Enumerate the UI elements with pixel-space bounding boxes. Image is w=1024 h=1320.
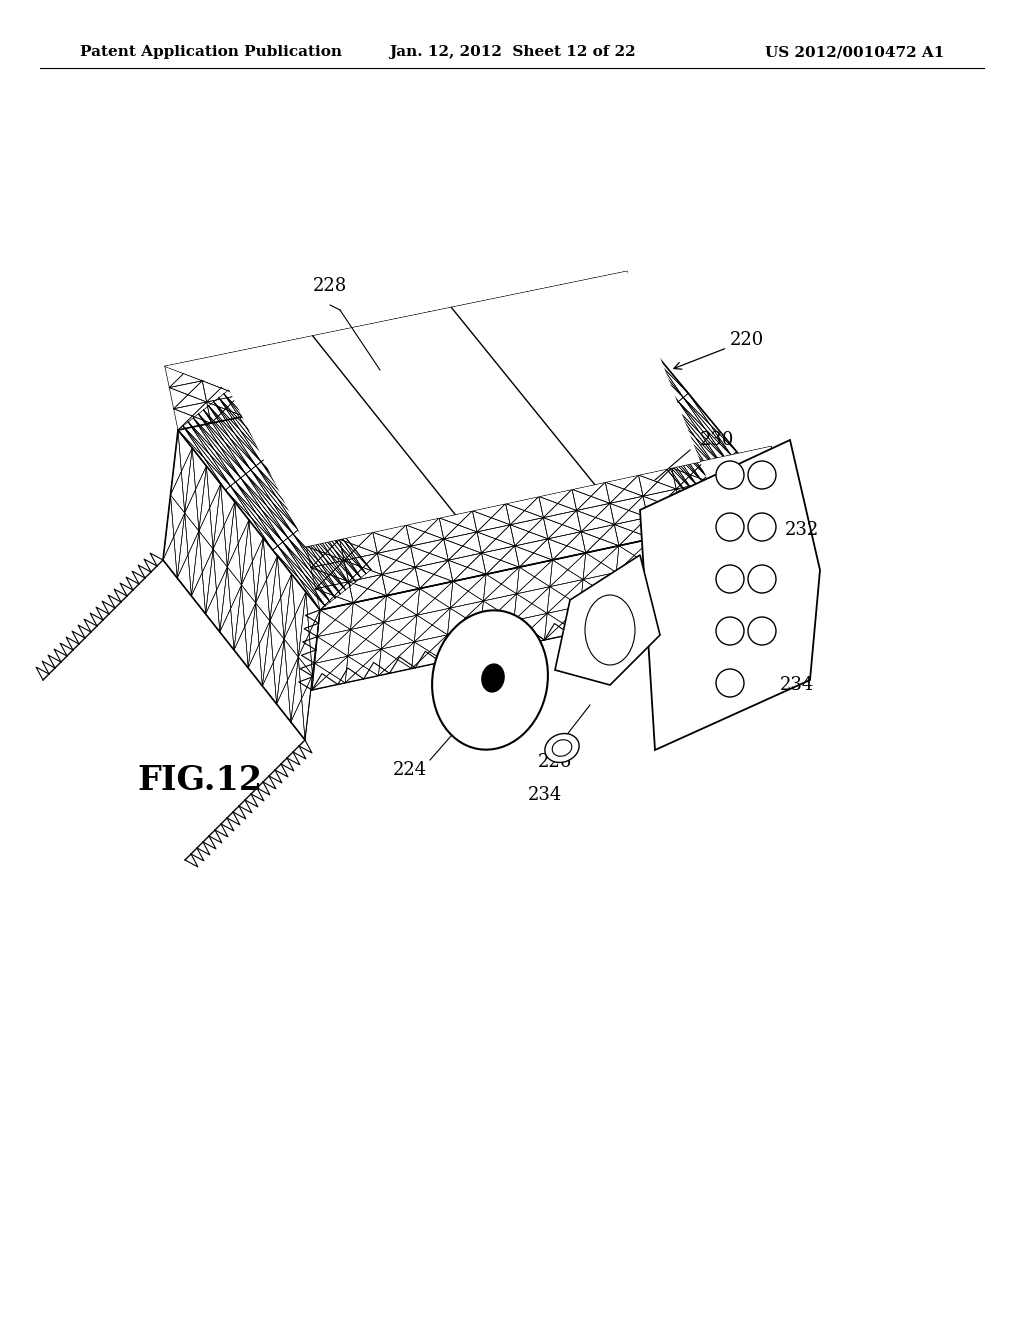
- Text: 228: 228: [313, 277, 347, 294]
- Ellipse shape: [552, 739, 571, 756]
- Text: 230: 230: [700, 432, 734, 449]
- Ellipse shape: [585, 595, 635, 665]
- Circle shape: [716, 616, 744, 645]
- Text: US 2012/0010472 A1: US 2012/0010472 A1: [765, 45, 944, 59]
- Text: 234: 234: [528, 785, 562, 804]
- Circle shape: [748, 616, 776, 645]
- Circle shape: [716, 513, 744, 541]
- Text: 224: 224: [393, 762, 427, 779]
- Polygon shape: [165, 272, 771, 552]
- Circle shape: [748, 513, 776, 541]
- Circle shape: [716, 461, 744, 488]
- Ellipse shape: [545, 734, 580, 763]
- Text: 226: 226: [538, 752, 572, 771]
- Text: 220: 220: [674, 331, 764, 370]
- Circle shape: [748, 565, 776, 593]
- Text: 232: 232: [785, 521, 819, 539]
- Text: 234: 234: [780, 676, 814, 694]
- Polygon shape: [555, 554, 660, 685]
- Polygon shape: [640, 440, 820, 750]
- Text: Patent Application Publication: Patent Application Publication: [80, 45, 342, 59]
- Text: Jan. 12, 2012  Sheet 12 of 22: Jan. 12, 2012 Sheet 12 of 22: [389, 45, 635, 59]
- Circle shape: [716, 669, 744, 697]
- Circle shape: [748, 461, 776, 488]
- Text: FIG.12: FIG.12: [137, 763, 262, 796]
- Ellipse shape: [432, 610, 548, 750]
- Ellipse shape: [482, 664, 504, 692]
- Circle shape: [716, 565, 744, 593]
